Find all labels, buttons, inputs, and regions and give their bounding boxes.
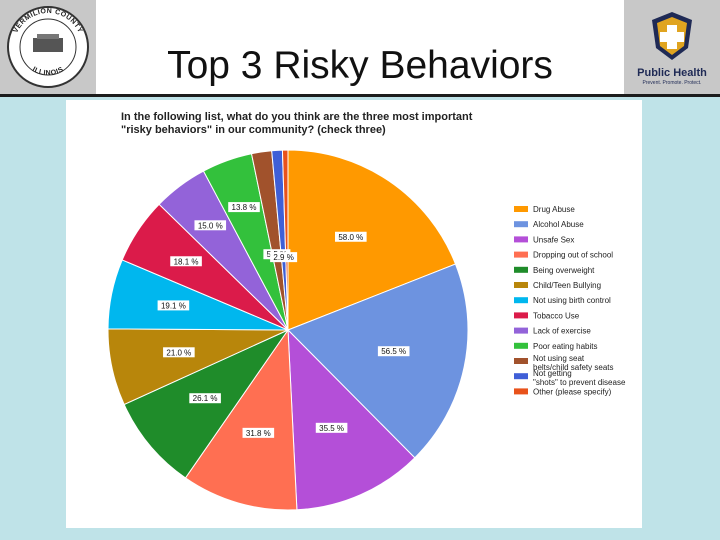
data-label: 56.5 % xyxy=(381,347,406,356)
pie-slice xyxy=(184,328,298,511)
legend-label: Alcohol Abuse xyxy=(533,220,584,229)
data-label-background xyxy=(270,252,298,263)
svg-text:ILLINOIS: ILLINOIS xyxy=(31,66,65,77)
legend-label: Being overweight xyxy=(533,266,595,275)
data-label: 35.5 % xyxy=(319,424,344,433)
data-label: 26.1 % xyxy=(193,394,218,403)
data-label: 31.8 % xyxy=(246,429,271,438)
seal-bottom-text: ILLINOIS xyxy=(31,66,64,77)
legend-label: Unsafe Sex xyxy=(533,235,574,244)
legend-swatch xyxy=(514,312,528,319)
data-label: 18.1 % xyxy=(174,257,199,266)
data-label-background xyxy=(335,231,367,242)
data-label: 58.0 % xyxy=(338,233,363,242)
public-health-text: Public Health xyxy=(637,67,707,79)
data-label-background xyxy=(194,220,227,231)
data-label-background xyxy=(377,346,410,357)
legend-swatch xyxy=(514,358,528,364)
legend-swatch xyxy=(514,282,528,288)
pie-slice xyxy=(123,328,290,479)
legend-swatch xyxy=(514,266,528,273)
public-health-logo-icon: Public Health Prevent. Promote. Protect. xyxy=(637,12,707,86)
legend-swatch xyxy=(514,388,528,395)
pie-slice xyxy=(287,149,457,331)
legend-label: Other (please specify) xyxy=(533,387,612,396)
legend-label: Dropping out of school xyxy=(533,251,613,260)
legend-label: Lack of exercise xyxy=(533,327,591,336)
legend-swatch xyxy=(514,236,528,243)
data-label-background xyxy=(228,202,260,213)
data-label-background xyxy=(157,300,190,311)
data-label-background xyxy=(163,347,195,358)
pie-slice xyxy=(287,263,469,459)
pie-slice xyxy=(287,328,416,511)
legend-label: Tobacco Use xyxy=(533,311,580,320)
legend-label: Poor eating habits xyxy=(533,342,598,351)
data-label-background xyxy=(242,427,275,438)
public-health-logo: Public Health Prevent. Promote. Protect. xyxy=(624,0,720,94)
county-seal-logo: VERMILION COUNTY ILLINOIS xyxy=(0,0,96,94)
public-health-subtext: Prevent. Promote. Protect. xyxy=(643,80,702,86)
data-label: 13.8 % xyxy=(232,203,257,212)
data-label-background xyxy=(315,422,348,433)
legend-swatch xyxy=(514,221,528,228)
header xyxy=(0,0,720,95)
legend-label: Drug Abuse xyxy=(533,205,575,214)
data-label: 15.0 % xyxy=(198,221,223,230)
data-label: 2.9 % xyxy=(273,253,293,262)
chart-title: In the following list, what do you think… xyxy=(121,111,473,136)
legend-label: Not using birth control xyxy=(533,296,611,305)
legend-swatch xyxy=(514,297,528,304)
data-label-background xyxy=(170,256,202,267)
legend-label: Child/Teen Bullying xyxy=(533,281,601,290)
legend-swatch xyxy=(514,206,528,212)
data-label: 21.0 % xyxy=(166,348,191,357)
header-divider xyxy=(0,94,720,97)
legend-label: Not using seat belts/child safety seats xyxy=(533,354,613,372)
pie-slice xyxy=(281,149,289,331)
data-label-background xyxy=(189,393,221,404)
legend-swatch xyxy=(514,327,528,334)
page-title: Top 3 Risky Behaviors xyxy=(167,44,553,87)
legend-swatch xyxy=(514,251,528,258)
legend-swatch xyxy=(514,373,528,380)
legend-swatch xyxy=(514,342,528,349)
data-label: 19.1 % xyxy=(161,301,186,310)
legend-label: Not getting "shots" to prevent disease xyxy=(533,369,626,387)
county-seal-icon: VERMILION COUNTY ILLINOIS xyxy=(7,6,89,88)
